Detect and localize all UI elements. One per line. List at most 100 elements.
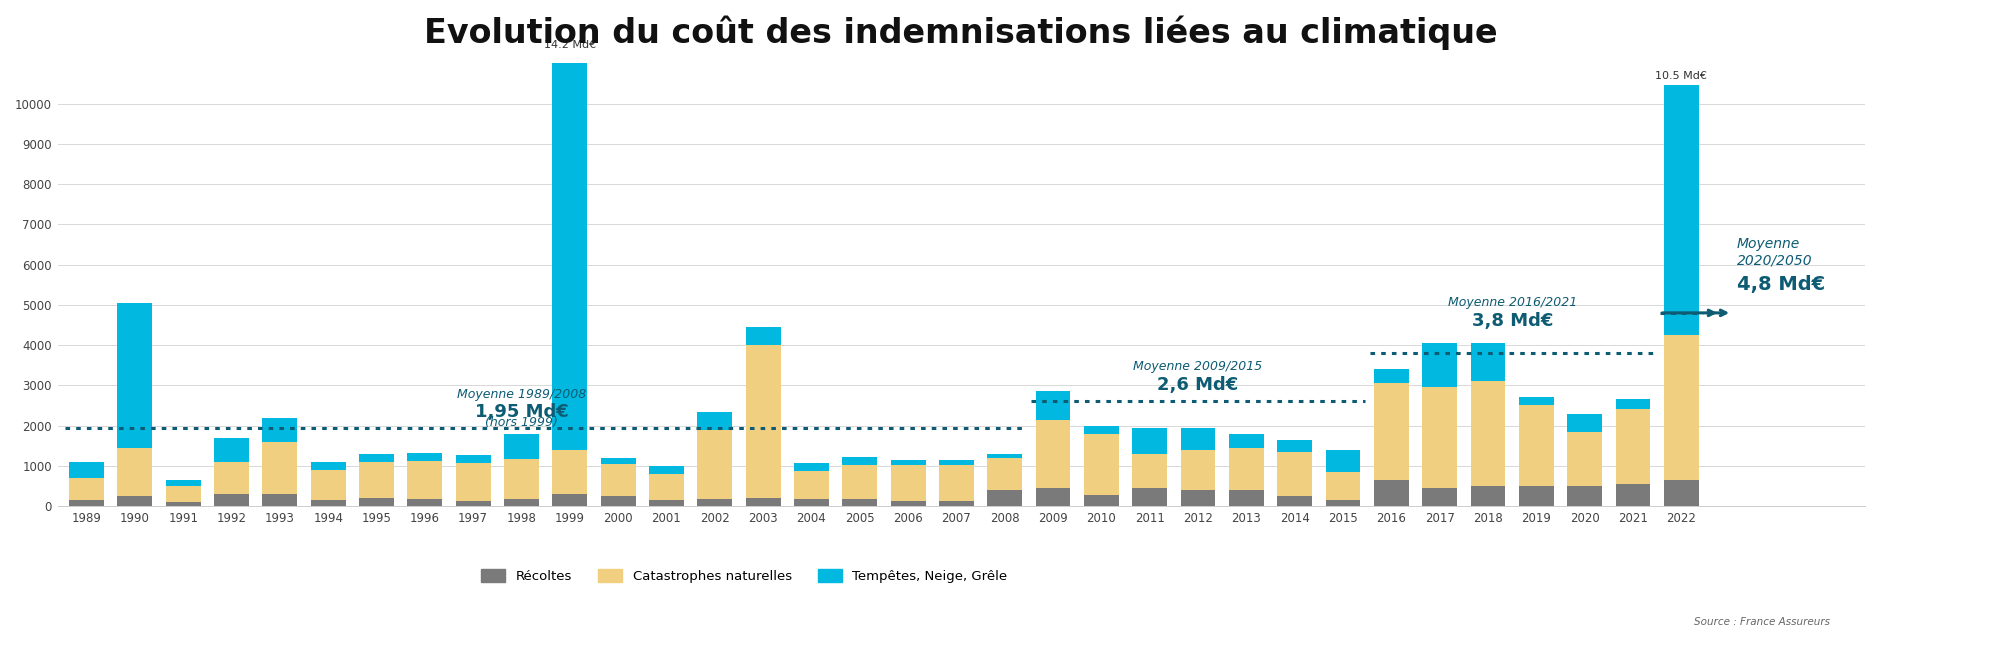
Text: (hors 1999): (hors 1999) [486, 416, 558, 430]
Bar [794, 463, 828, 471]
Text: Moyenne
2020/2050: Moyenne 2020/2050 [1736, 237, 1812, 268]
Bar [360, 453, 394, 462]
Text: 2,6 Md€: 2,6 Md€ [1158, 376, 1238, 394]
Bar [214, 438, 248, 462]
Bar [988, 490, 1022, 506]
Text: Moyenne 2016/2021: Moyenne 2016/2021 [1448, 296, 1576, 309]
Bar [1036, 420, 1070, 488]
Text: 4,8 Md€: 4,8 Md€ [1736, 275, 1826, 294]
Bar [166, 486, 200, 502]
Bar [456, 463, 490, 501]
Bar [1664, 335, 1698, 480]
Bar [1422, 387, 1458, 488]
Bar [1132, 488, 1168, 506]
Bar [890, 460, 926, 465]
Bar [214, 462, 248, 494]
Bar [698, 499, 732, 506]
Bar [504, 434, 538, 459]
Bar [552, 494, 588, 506]
Text: 3,8 Md€: 3,8 Md€ [1472, 312, 1552, 330]
Bar [890, 465, 926, 501]
Bar [794, 471, 828, 499]
Bar [1084, 426, 1118, 434]
Bar [552, 450, 588, 494]
Bar [1616, 410, 1650, 484]
Title: Evolution du coût des indemnisations liées au climatique: Evolution du coût des indemnisations lié… [424, 15, 1498, 50]
Bar [1036, 488, 1070, 506]
Bar [1616, 484, 1650, 506]
Bar [1568, 414, 1602, 432]
Bar [456, 501, 490, 506]
Bar [214, 494, 248, 506]
Bar [70, 478, 104, 500]
Bar [1374, 383, 1408, 480]
Bar [842, 457, 878, 465]
Bar [890, 501, 926, 506]
Bar [1326, 450, 1360, 472]
Bar [456, 455, 490, 463]
Bar [166, 502, 200, 506]
Bar [262, 442, 298, 494]
Bar [650, 466, 684, 474]
Bar [408, 499, 442, 506]
Bar [1518, 486, 1554, 506]
Bar [600, 496, 636, 506]
Text: 14.2 Md€: 14.2 Md€ [544, 40, 596, 50]
Bar [310, 470, 346, 500]
Bar [1518, 397, 1554, 406]
Bar [1374, 480, 1408, 506]
Bar [600, 457, 636, 464]
Text: Moyenne 1989/2008: Moyenne 1989/2008 [456, 388, 586, 400]
Bar [1470, 381, 1506, 486]
Bar [746, 345, 780, 498]
Bar [1230, 490, 1264, 506]
Bar [1084, 434, 1118, 495]
Text: 1,95 Md€: 1,95 Md€ [474, 404, 568, 422]
Bar [1084, 495, 1118, 506]
Bar [408, 453, 442, 461]
Bar [360, 498, 394, 506]
Bar [1278, 452, 1312, 496]
Bar [1664, 86, 1698, 335]
Bar [746, 327, 780, 345]
Bar [650, 474, 684, 500]
Bar [940, 460, 974, 465]
Bar [1036, 391, 1070, 420]
Bar [1422, 343, 1458, 387]
Bar [504, 499, 538, 506]
Bar [1132, 428, 1168, 453]
Bar [408, 461, 442, 499]
Bar [842, 465, 878, 499]
Bar [698, 430, 732, 499]
Bar [504, 459, 538, 499]
Bar [1326, 500, 1360, 506]
Text: Moyenne 2009/2015: Moyenne 2009/2015 [1134, 360, 1262, 373]
Bar [118, 303, 152, 448]
Bar [118, 448, 152, 496]
Bar [1518, 406, 1554, 486]
Bar [360, 462, 394, 498]
Bar [988, 453, 1022, 457]
Bar [842, 499, 878, 506]
Bar [794, 499, 828, 506]
Bar [166, 480, 200, 486]
Bar [1132, 453, 1168, 488]
Bar [118, 496, 152, 506]
Bar [1180, 450, 1216, 490]
Bar [1326, 472, 1360, 500]
Bar [600, 464, 636, 496]
Bar [940, 501, 974, 506]
Bar [1278, 496, 1312, 506]
Bar [70, 462, 104, 478]
Bar [552, 55, 588, 450]
Bar [1470, 486, 1506, 506]
Bar [262, 494, 298, 506]
Bar [310, 500, 346, 506]
Bar [650, 500, 684, 506]
Bar [746, 498, 780, 506]
Legend: Récoltes, Catastrophes naturelles, Tempêtes, Neige, Grêle: Récoltes, Catastrophes naturelles, Tempê… [476, 564, 1012, 588]
Bar [1180, 428, 1216, 450]
Bar [988, 457, 1022, 490]
Bar [1278, 440, 1312, 452]
Bar [1616, 399, 1650, 410]
